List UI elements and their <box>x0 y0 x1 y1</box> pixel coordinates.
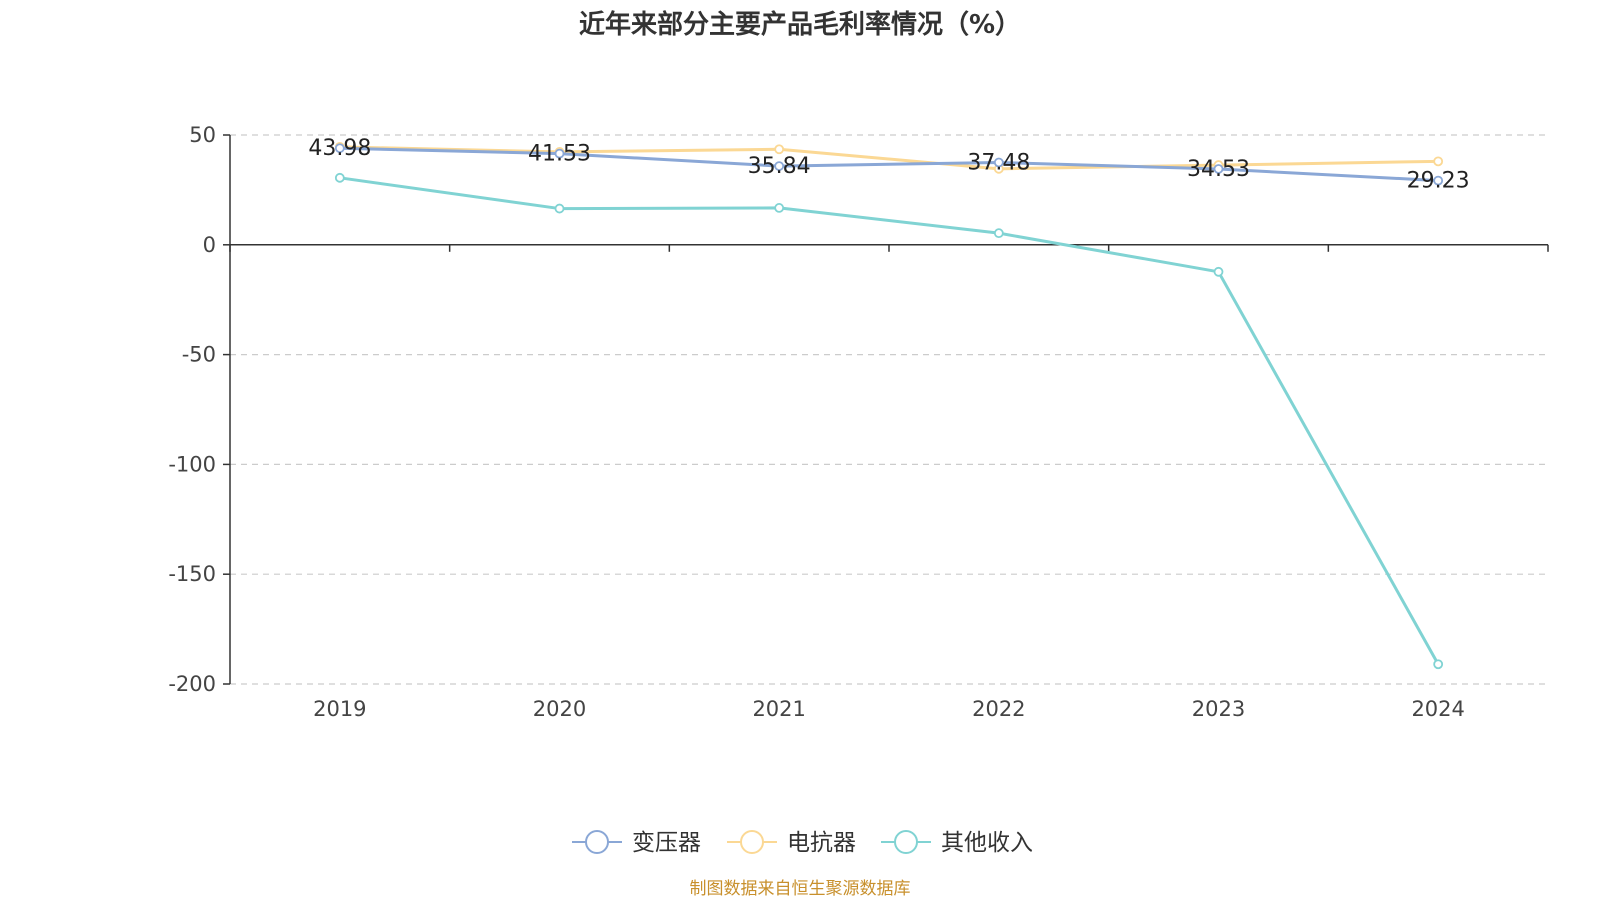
legend-label: 电抗器 <box>787 830 856 856</box>
data-point <box>1213 266 1224 277</box>
x-tick-label: 2019 <box>313 697 366 721</box>
data-label: 34.53 <box>1187 157 1250 182</box>
x-tick-label: 2023 <box>1192 697 1245 721</box>
x-tick-label: 2020 <box>533 697 586 721</box>
y-axis-ticks: 50 0 -50 -100 -150 -200 <box>168 123 230 696</box>
axes <box>229 135 1548 684</box>
data-point <box>774 161 785 171</box>
x-tick-label: 2021 <box>752 697 805 721</box>
series-line <box>339 145 1439 171</box>
data-label: 43.98 <box>308 136 371 161</box>
legend-label: 变压器 <box>632 830 701 856</box>
data-labels: 43.98 41.53 35.84 37.48 34.53 29.23 <box>308 136 1469 193</box>
legend: 变压器 电抗器 其他收入 <box>572 830 1033 856</box>
data-point <box>1213 164 1224 174</box>
y-tick-label: 0 <box>203 233 216 257</box>
data-label: 29.23 <box>1407 169 1470 194</box>
x-tick-label: 2022 <box>972 697 1025 721</box>
data-point <box>334 172 345 183</box>
y-tick-label: -150 <box>168 562 216 586</box>
data-point <box>993 157 1004 168</box>
y-tick-label: 50 <box>189 123 216 147</box>
data-point <box>1433 156 1444 167</box>
data-point <box>1433 175 1444 186</box>
data-point <box>334 143 345 154</box>
data-point <box>554 203 565 214</box>
y-tick-label: -50 <box>182 343 216 367</box>
data-point <box>993 228 1004 239</box>
series-line <box>339 176 1440 665</box>
legend-marker <box>585 830 609 854</box>
y-tick-label: -100 <box>168 452 216 476</box>
data-label: 35.84 <box>748 154 811 179</box>
x-axis-ticks: 2019 2020 2021 2022 2023 2024 <box>229 244 1549 721</box>
series-lines <box>334 141 1444 670</box>
legend-marker <box>740 830 764 854</box>
y-tick-label: -200 <box>168 672 216 696</box>
legend-marker <box>894 830 918 854</box>
data-point <box>774 144 785 155</box>
line-chart: 500-50-100-150-200 2019 2020 2021 2022 2023 2… <box>168 123 1549 856</box>
data-label: 41.53 <box>528 142 591 167</box>
data-label: 37.48 <box>967 150 1030 175</box>
data-point <box>554 148 565 159</box>
source-note: 制图数据来自恒生聚源数据库 <box>689 879 911 899</box>
legend-label: 其他收入 <box>941 830 1033 856</box>
series-line <box>339 146 1439 183</box>
grid-lines <box>230 134 1548 685</box>
data-point <box>1433 659 1444 670</box>
chart-title: 近年来部分主要产品毛利率情况（%） <box>578 10 1022 40</box>
x-tick-label: 2024 <box>1411 697 1464 721</box>
data-point <box>774 203 785 213</box>
